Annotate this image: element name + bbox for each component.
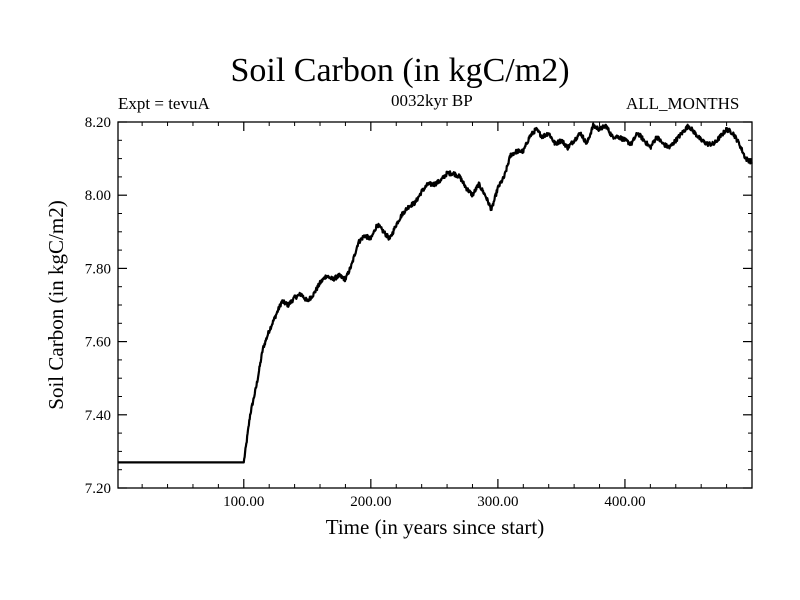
x-tick-label: 300.00 xyxy=(477,494,518,510)
y-axis-label: Soil Carbon (in kgC/m2) xyxy=(44,200,68,409)
months-label: ALL_MONTHS xyxy=(626,94,740,113)
y-tick-label: 7.80 xyxy=(85,261,111,277)
y-tick-label: 7.40 xyxy=(85,408,111,424)
x-axis-label: Time (in years since start) xyxy=(326,515,545,539)
x-tick-label: 100.00 xyxy=(223,494,264,510)
chart-title: Soil Carbon (in kgC/m2) xyxy=(230,52,570,89)
y-tick-label: 8.20 xyxy=(85,115,111,131)
y-tick-label: 8.00 xyxy=(85,188,111,204)
y-tick-label: 7.20 xyxy=(85,481,111,497)
experiment-label: Expt = tevuA xyxy=(118,94,210,113)
x-tick-label: 400.00 xyxy=(604,494,645,510)
series-layer xyxy=(118,122,753,464)
ticks-layer: 7.20 7.40 7.60 7.80 8.00 8.20 100.00 200.00 300.… xyxy=(85,115,752,510)
y-tick-label: 7.60 xyxy=(85,335,111,351)
plot-frame xyxy=(117,121,753,489)
series-line xyxy=(118,122,753,464)
period-label: 0032kyr BP xyxy=(391,91,473,110)
x-tick-label: 200.00 xyxy=(350,494,391,510)
